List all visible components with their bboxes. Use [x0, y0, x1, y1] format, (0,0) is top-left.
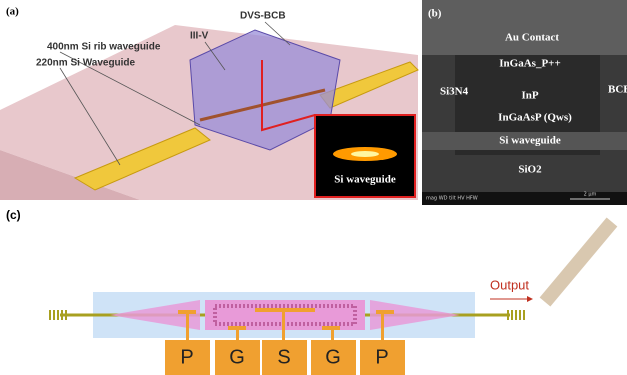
pad-label: S [277, 346, 290, 368]
layer-label: InGaAs_P++ [499, 58, 560, 70]
annotation: DVS-BCB [240, 11, 286, 22]
scale-bar-text: 2 µm [584, 192, 597, 198]
panel-b: (b) Au Contact InGaAs_P++ Si3N4 InP BCB … [422, 0, 627, 205]
layer-label: InP [521, 90, 538, 102]
panel-a: (a) DVS-BCB III-V 400nm Si rib waveguide… [0, 6, 418, 200]
panel-label: (c) [6, 208, 21, 222]
annotation: 400nm Si rib waveguide [47, 42, 161, 53]
panel-label: (a) [6, 6, 19, 18]
layer-label: InGaAsP (Qws) [498, 112, 572, 124]
figure: (a) DVS-BCB III-V 400nm Si rib waveguide… [0, 0, 627, 375]
annotation: III-V [190, 31, 209, 42]
layer-label: SiO2 [518, 164, 542, 176]
fiber [545, 222, 612, 302]
mode-core [351, 151, 379, 157]
layer-label: Au Contact [505, 32, 559, 44]
pad-label: P [375, 346, 388, 368]
pad-label: G [325, 346, 341, 368]
layer-label: Si3N4 [440, 86, 469, 98]
grating-right [508, 310, 524, 320]
sem-footer-text: mag WD tilt HV HFW [426, 196, 478, 202]
layer-label: Si waveguide [499, 135, 561, 147]
annotation: 220nm Si Waveguide [36, 58, 136, 69]
layer-label: BCB [608, 84, 627, 96]
pad-label: G [229, 346, 245, 368]
sem-contact [422, 0, 627, 55]
panel-label: (b) [428, 8, 442, 20]
output-label: Output [490, 277, 529, 292]
arrow-head [527, 296, 533, 302]
panel-c: (c) P G S G P Output [6, 208, 612, 375]
pad-label: P [180, 346, 193, 368]
inset-label: Si waveguide [334, 174, 396, 186]
